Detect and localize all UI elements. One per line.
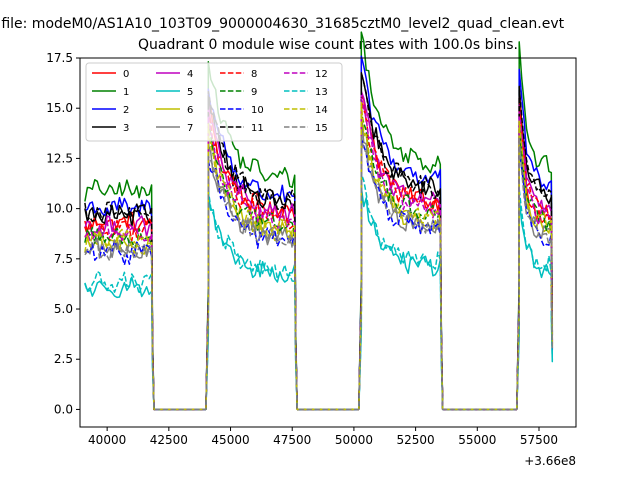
- series-line-13: [84, 172, 554, 411]
- y-tick-label: 2.5: [54, 352, 73, 366]
- series-line-11: [84, 71, 554, 411]
- y-tick-label: 5.0: [54, 302, 73, 316]
- legend-label: 15: [315, 123, 328, 134]
- series-line-9: [84, 111, 554, 411]
- y-tick-label: 10.0: [46, 202, 73, 216]
- plot-lines: [84, 31, 554, 411]
- legend-label: 14: [315, 105, 328, 116]
- series-line-10: [84, 136, 554, 411]
- x-tick-label: 50000: [335, 433, 373, 447]
- x-tick-label: 40000: [88, 433, 126, 447]
- y-axis: 0.0 2.5 5.0 7.5 10.0 12.5 15.0 17.5: [46, 51, 80, 416]
- x-tick-label: 42500: [150, 433, 188, 447]
- x-axis: 40000 42500 45000 47500 50000 52500 55000 57500: [88, 427, 558, 447]
- legend-label: 13: [315, 87, 328, 98]
- legend-label: 0: [123, 69, 129, 80]
- series-line-5: [84, 186, 554, 411]
- legend-label: 4: [187, 69, 193, 80]
- y-tick-label: 0.0: [54, 402, 73, 416]
- x-offset-label: +3.66e8: [524, 454, 576, 468]
- series-line-14: [84, 101, 554, 411]
- x-tick-label: 55000: [458, 433, 496, 447]
- legend-box: [85, 62, 343, 142]
- legend-label: 11: [251, 123, 264, 134]
- x-tick-label: 57500: [520, 433, 558, 447]
- y-tick-label: 15.0: [46, 101, 73, 115]
- legend-label: 2: [123, 105, 129, 116]
- series-line-0: [84, 94, 554, 411]
- series-line-7: [84, 116, 554, 411]
- figure-suptitle: n file: modeM0/AS1A10_103T09_9000004630_…: [0, 16, 565, 32]
- legend-label: 3: [123, 123, 129, 134]
- x-tick-label: 47500: [273, 433, 311, 447]
- series-line-6: [84, 111, 554, 411]
- series-line-2: [84, 55, 554, 411]
- legend-label: 12: [315, 69, 328, 80]
- series-line-12: [84, 97, 554, 411]
- y-tick-label: 17.5: [46, 51, 73, 65]
- series-line-1: [84, 31, 554, 411]
- chart-title: Quadrant 0 module wise count rates with …: [138, 37, 518, 53]
- y-tick-label: 7.5: [54, 252, 73, 266]
- axes-frame: [79, 57, 577, 428]
- legend-label: 6: [187, 105, 193, 116]
- legend-label: 1: [123, 87, 129, 98]
- series-line-15: [84, 135, 554, 411]
- x-tick-label: 45000: [211, 433, 249, 447]
- series-line-8: [84, 96, 554, 411]
- legend-label: 8: [251, 69, 257, 80]
- x-tick-label: 52500: [397, 433, 435, 447]
- legend-label: 7: [187, 123, 193, 134]
- legend-label: 10: [251, 105, 264, 116]
- y-tick-label: 12.5: [46, 151, 73, 165]
- legend-label: 9: [251, 87, 257, 98]
- legend-label: 5: [187, 87, 193, 98]
